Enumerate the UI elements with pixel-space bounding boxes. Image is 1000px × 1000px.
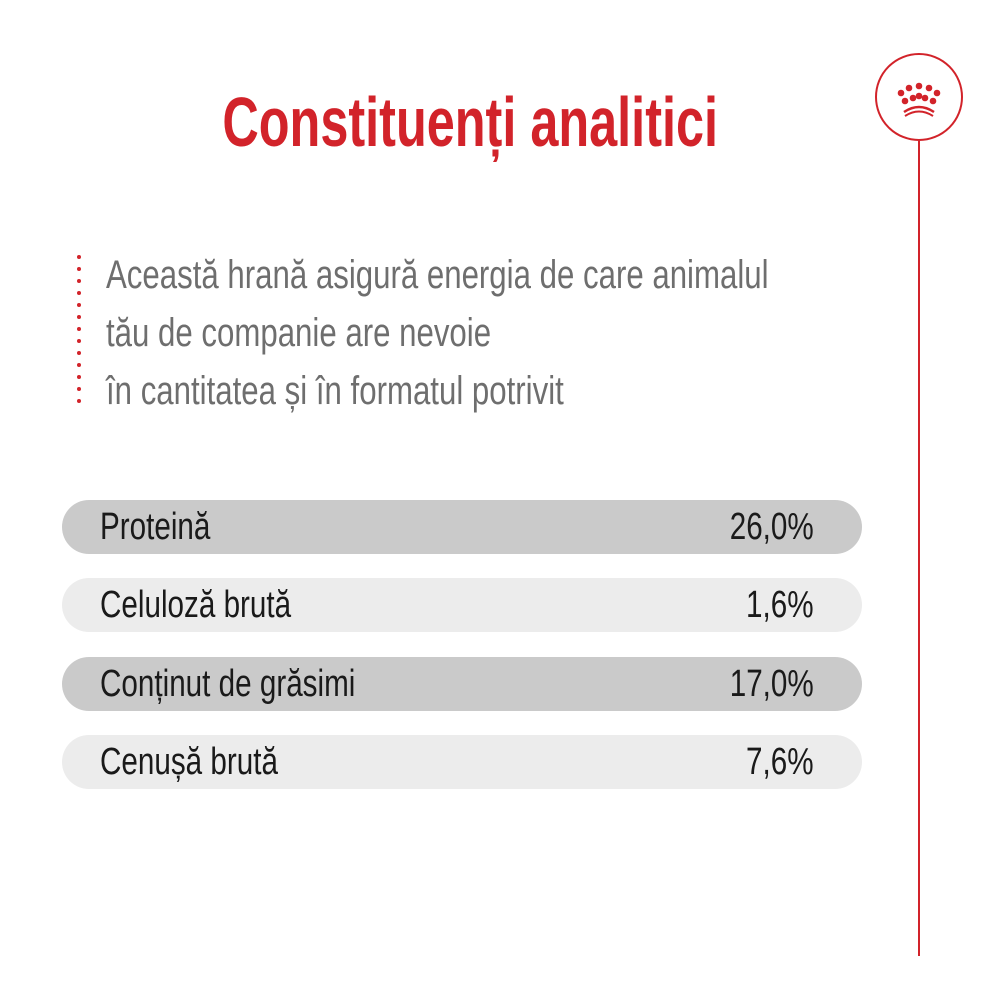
constituent-value: 17,0% [729, 663, 814, 705]
dot [77, 339, 81, 343]
constituent-label: Cenușă brută [100, 741, 278, 783]
dot [77, 303, 81, 307]
constituent-value: 26,0% [729, 506, 814, 548]
intro-text: Această hrană asigură energia de care an… [106, 246, 955, 420]
intro-line: tău de companie are nevoie [106, 311, 492, 355]
dot [77, 267, 81, 271]
dot [77, 375, 81, 379]
intro-line: Această hrană asigură energia de care an… [106, 253, 769, 297]
dotted-accent-line [77, 255, 83, 405]
constituent-value: 7,6% [746, 741, 814, 783]
dot [77, 327, 81, 331]
dot [77, 279, 81, 283]
constituent-row-protein: Proteină 26,0% [62, 500, 862, 554]
dot [77, 291, 81, 295]
dot [77, 315, 81, 319]
constituent-row-ash: Cenușă brută 7,6% [62, 735, 862, 789]
dot [77, 387, 81, 391]
constituent-row-fiber: Celuloză brută 1,6% [62, 578, 862, 632]
constituent-value: 1,6% [746, 584, 814, 626]
dot [77, 399, 81, 403]
constituent-label: Celuloză brută [100, 584, 292, 626]
vertical-divider-line [918, 141, 920, 956]
dot [77, 255, 81, 259]
intro-line: în cantitatea și în formatul potrivit [106, 369, 564, 413]
crown-icon [875, 53, 963, 141]
constituent-label: Proteină [100, 506, 211, 548]
dot [77, 363, 81, 367]
dot [77, 351, 81, 355]
constituent-label: Conținut de grăsimi [100, 663, 356, 705]
title-text: Constituenți analitici [222, 83, 718, 161]
constituent-row-fat: Conținut de grăsimi 17,0% [62, 657, 862, 711]
page-title: Constituenți analitici [0, 82, 940, 162]
